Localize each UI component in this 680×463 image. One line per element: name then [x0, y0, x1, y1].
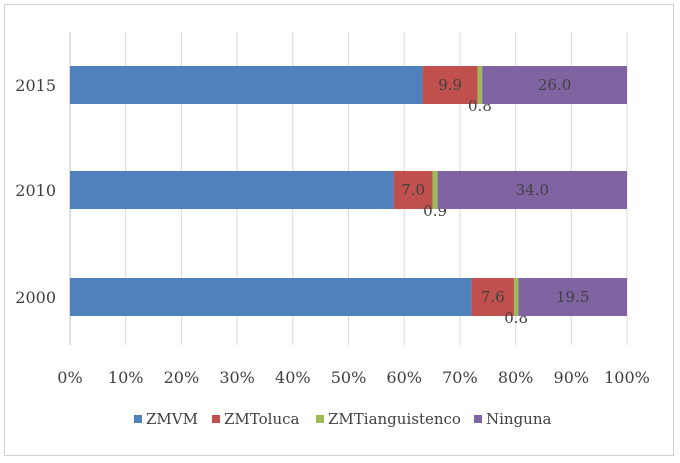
data-label: 34.0	[516, 181, 549, 199]
legend-swatch	[212, 415, 220, 423]
bar-segment	[513, 278, 519, 316]
bar-segment	[437, 171, 627, 209]
data-label: 9.9	[438, 76, 462, 94]
bar-segment	[422, 66, 478, 104]
x-tick-label: 60%	[386, 368, 422, 387]
x-tick-label: 40%	[275, 368, 311, 387]
legend-swatch	[316, 415, 324, 423]
data-label: 7.6	[481, 288, 505, 306]
legend-swatch	[474, 415, 482, 423]
y-tick-label: 2000	[15, 288, 56, 307]
bar-segment	[70, 278, 472, 316]
x-tick-label: 100%	[604, 368, 650, 387]
bar-segment	[432, 171, 438, 209]
legend-label: Ninguna	[486, 410, 552, 428]
data-label: 19.5	[556, 288, 589, 306]
bar-segment	[518, 278, 627, 316]
legend-swatch	[134, 415, 142, 423]
bar-segment	[70, 171, 394, 209]
x-tick-label: 30%	[219, 368, 255, 387]
bar-segment	[482, 66, 627, 104]
y-tick-label: 2010	[15, 181, 56, 200]
x-tick-label: 80%	[498, 368, 534, 387]
bar-segment	[471, 278, 514, 316]
x-tick-label: 20%	[164, 368, 200, 387]
y-tick-label: 2015	[15, 76, 56, 95]
legend-label: ZMToluca	[224, 410, 300, 428]
x-tick-label: 50%	[331, 368, 367, 387]
x-tick-label: 0%	[57, 368, 82, 387]
legend-label: ZMVM	[146, 410, 198, 428]
x-tick-label: 10%	[108, 368, 144, 387]
bar-segment	[70, 66, 423, 104]
bar-segment	[393, 171, 433, 209]
data-label: 26.0	[538, 76, 571, 94]
legend-label: ZMTianguistenco	[328, 410, 461, 428]
x-tick-label: 90%	[554, 368, 590, 387]
data-label: 7.0	[401, 181, 425, 199]
x-tick-label: 70%	[442, 368, 478, 387]
bar-segment	[477, 66, 483, 104]
